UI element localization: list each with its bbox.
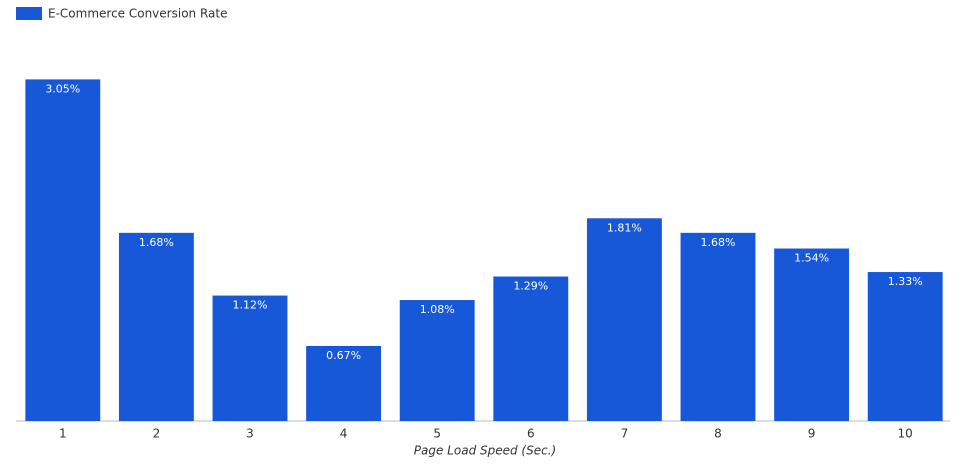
x-tick-label: 7 [621,427,629,441]
bar [867,272,943,421]
x-tick-label: 1 [59,427,67,441]
bar [399,300,475,421]
data-label: 1.33% [888,275,923,288]
bar [306,345,382,421]
data-label: 1.68% [139,236,174,249]
x-tick-label: 2 [153,427,161,441]
x-axis-title: Page Load Speed (Sec.) [414,444,556,458]
x-tick-label: 6 [527,427,535,441]
x-tick-label: 9 [808,427,816,441]
bar [118,232,194,421]
data-label: 1.08% [420,303,455,316]
x-tick-label: 10 [898,427,913,441]
x-tick-label: 4 [340,427,348,441]
data-label: 1.81% [607,221,642,234]
bar [586,218,662,421]
x-tick-label: 3 [246,427,254,441]
x-tick-label: 8 [714,427,722,441]
data-label: 1.29% [513,280,548,293]
data-label: 1.12% [233,299,268,312]
bar [680,232,756,421]
legend-swatch [16,7,42,20]
data-label: 0.67% [326,349,361,362]
legend-label: E-Commerce Conversion Rate [48,7,227,21]
data-label: 3.05% [45,82,80,95]
bar [25,79,101,422]
x-tick-label: 5 [433,427,441,441]
data-label: 1.54% [794,252,829,265]
bar [774,248,850,421]
data-label: 1.68% [701,236,736,249]
bar [212,295,288,421]
bar [493,276,569,421]
